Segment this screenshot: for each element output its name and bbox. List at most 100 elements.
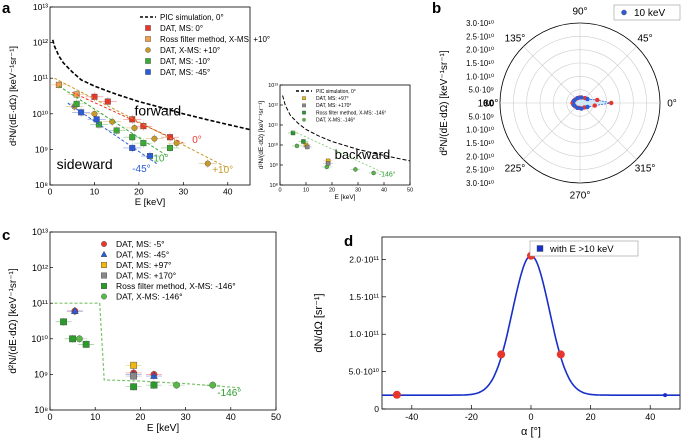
polar-spoke [523, 102, 581, 160]
data-point [130, 361, 138, 369]
polar-data-point [585, 104, 590, 110]
polar-data-point [579, 95, 584, 100]
x-tick-label: 0 [528, 412, 533, 422]
legend-entry: Ross filter method, X-MS: -146° [316, 110, 386, 116]
y-tick-label: 10⁸ [34, 405, 48, 415]
y-tick-label: 10⁹ [35, 144, 48, 154]
annotation-0deg: 0° [192, 135, 202, 146]
polar-spoke [579, 46, 637, 104]
y-tick-label: 10¹¹ [33, 73, 48, 83]
y-axis-label: d²N/(dE·dΩ) [keV⁻¹sr⁻¹] [258, 101, 265, 170]
polar-radial-label: 1.0·10¹⁰ [466, 72, 494, 81]
y-tick-label: 10¹⁰ [268, 142, 279, 149]
polar-angle-label: 315° [635, 164, 656, 175]
y-axis-label: d²N/(dE·dΩ) [keV⁻¹sr⁻¹] [439, 50, 450, 155]
x-tick-label: 0 [47, 412, 52, 422]
y-tick-label: 10⁸ [35, 180, 48, 190]
data-point [294, 143, 300, 149]
polar-data-point [571, 103, 577, 108]
legend-frame [613, 4, 681, 21]
data-point [71, 306, 79, 314]
polar-radial-label: 2.0·10¹⁰ [466, 152, 494, 161]
data-point [82, 340, 90, 348]
annotation-minus146deg: -146° [217, 388, 241, 399]
y-tick-label: 10¹³ [32, 227, 48, 237]
x-tick-label: 0 [48, 187, 53, 197]
panel-label-c: c [2, 227, 10, 244]
annotation-plus10deg: +10° [212, 165, 233, 176]
fit-line [67, 102, 157, 165]
x-tick-label: 20 [134, 187, 144, 197]
polar-radial-label: 2.5·10¹⁰ [466, 32, 494, 41]
x-tick-label: -40 [405, 412, 418, 422]
y-tick-label: 2.0·10¹¹ [349, 254, 379, 264]
y-tick-label: 5.0·10¹⁰ [349, 367, 380, 377]
polar-angle-label: 0° [667, 99, 677, 110]
legend-entry: DAT, MS: +97° [316, 96, 349, 102]
data-point [209, 381, 217, 389]
polar-radial-label: 1.0·10¹⁰ [466, 126, 494, 135]
data-point [150, 371, 158, 379]
legend-marker [145, 47, 151, 53]
legend-entry: DAT, MS: +170° [316, 103, 351, 109]
legend-entry: DAT, MS: -5° [116, 239, 165, 249]
legend-entry: DAT, MS: -45° [160, 68, 210, 77]
data-point [129, 144, 136, 151]
legend-marker [145, 58, 151, 64]
y-tick-label: 0 [374, 404, 379, 414]
data-point [130, 372, 138, 380]
panel-d: -40 -20 0 20 40 0 5.0·10¹⁰ 1.0·10¹¹ 1.5·10¹¹ 2.0·… [313, 236, 681, 438]
data-point [146, 153, 153, 160]
polar-data-point [575, 105, 580, 110]
plot-frame [381, 236, 681, 410]
polar-data-point [585, 96, 590, 102]
polar-radial-label: 3.0·10¹⁰ [466, 179, 494, 188]
data-point [60, 318, 67, 326]
data-point [104, 98, 111, 105]
pic-simulation-curve [282, 95, 411, 162]
y-axis-label: d²N/(dE·dΩ) [keV⁻¹sr⁻¹] [8, 46, 19, 146]
y-tick-label: 10⁹ [34, 370, 48, 380]
x-axis-label: E [keV] [335, 194, 356, 201]
legend-entry: DAT, X-MS: -146° [116, 291, 183, 301]
legend-entry: Ross filter method, X-MS: -146° [116, 281, 236, 291]
legend-marker [101, 272, 107, 279]
data-point [55, 81, 62, 88]
legend-entry: DAT, X-MS: -146° [316, 118, 355, 124]
x-tick-label: 20 [586, 412, 596, 422]
legend-entry: DAT, MS: -10° [160, 57, 210, 66]
y-tick-label: 10¹² [32, 263, 48, 273]
legend-entry: 10 keV [634, 8, 665, 19]
pic-simulation-curve [51, 39, 251, 131]
data-point [173, 381, 180, 389]
data-point [73, 91, 80, 98]
x-tick-label: 40 [645, 412, 655, 422]
fit-line [71, 91, 184, 144]
polar-radial-label: 5.0·10⁹ [469, 112, 494, 121]
legend-marker [621, 9, 627, 16]
legend-marker [302, 118, 306, 122]
data-point [353, 167, 358, 172]
legend-entry: DAT, MS: -45° [116, 249, 169, 259]
data-point [130, 383, 138, 391]
x-tick-label: 20 [329, 188, 335, 194]
y-tick-label: 10¹⁰ [31, 334, 48, 344]
x-tick-label: 10 [303, 188, 309, 194]
polar-angle-label: 45° [637, 33, 652, 44]
x-tick-label: -20 [465, 412, 478, 422]
annotation-minus146deg: -146° [379, 171, 396, 179]
legend-marker [100, 250, 108, 257]
y-tick-label: 10¹¹ [268, 123, 278, 129]
polar-radial-label: 2.0·10¹⁰ [466, 46, 494, 55]
panel-label-a: a [2, 0, 11, 17]
data-point [392, 390, 401, 399]
x-axis-label: E [keV] [147, 423, 179, 434]
x-tick-label: 50 [271, 412, 281, 422]
data-point [301, 139, 306, 144]
annotation-backward: backward [335, 147, 391, 162]
x-tick-label: 20 [135, 412, 145, 422]
y-tick-label: 10⁸ [270, 182, 278, 189]
legend-entry: DAT, X-MS: +10° [160, 46, 220, 55]
data-point [305, 144, 310, 150]
